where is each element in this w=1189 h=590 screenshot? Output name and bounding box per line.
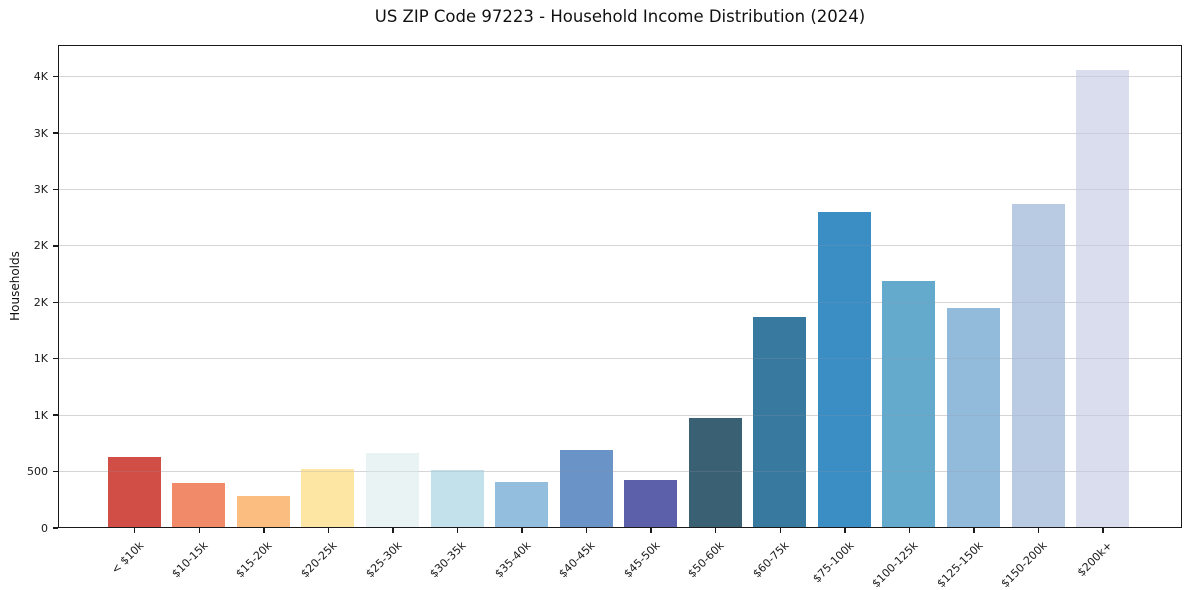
- bar: [882, 281, 936, 527]
- gridline-overlay: [59, 471, 1181, 473]
- x-tick-mark: [908, 528, 911, 533]
- y-tick-mark: [53, 470, 58, 473]
- gridline: [59, 301, 1181, 303]
- bar: [365, 453, 419, 527]
- x-tick-mark: [392, 528, 394, 533]
- bar: [753, 317, 807, 527]
- y-tick-label: 2K: [33, 239, 48, 253]
- gridline-overlay: [59, 358, 1181, 360]
- x-tick-mark: [1037, 528, 1040, 533]
- bar: [495, 481, 549, 527]
- x-tick-mark: [779, 528, 782, 533]
- x-tick-mark: [198, 528, 200, 533]
- y-tick-mark: [53, 132, 58, 134]
- x-tick-label: $15-20k: [233, 539, 276, 581]
- plot-area: [58, 45, 1182, 528]
- x-tick-mark: [456, 528, 459, 533]
- gridline: [59, 188, 1181, 190]
- gridline-overlay: [59, 414, 1181, 416]
- y-tick-mark: [53, 527, 58, 529]
- x-tick-mark: [714, 528, 717, 533]
- gridline-overlay: [59, 245, 1181, 247]
- bar: [172, 483, 226, 527]
- x-tick-mark: [973, 528, 975, 533]
- bar: [559, 450, 613, 527]
- y-tick-label: 1K: [33, 408, 48, 422]
- x-tick-label: $200k+: [1074, 539, 1115, 580]
- x-tick-label: $35-40k: [491, 539, 534, 581]
- y-tick-label: 4K: [33, 70, 48, 84]
- y-tick-mark: [53, 188, 58, 191]
- bar: [430, 469, 484, 527]
- x-tick-label: $40-45k: [556, 539, 598, 581]
- x-tick-label: < $10k: [108, 539, 146, 577]
- x-tick-label: $25-30k: [362, 539, 405, 581]
- gridline: [59, 132, 1181, 134]
- bar: [688, 417, 742, 527]
- y-tick-mark: [53, 357, 58, 360]
- chart-title: US ZIP Code 97223 - Household Income Dis…: [374, 7, 866, 26]
- y-tick-label: 3K: [33, 126, 48, 140]
- x-tick-label: $150-200k: [998, 539, 1050, 590]
- gridline-overlay: [59, 301, 1181, 303]
- x-tick-mark: [263, 528, 265, 533]
- x-tick-mark: [521, 528, 523, 533]
- bar: [946, 308, 1000, 527]
- bar: [301, 468, 355, 527]
- x-tick-mark: [844, 528, 846, 533]
- gridline-overlay: [59, 132, 1181, 134]
- x-tick-label: $60-75k: [750, 539, 792, 581]
- bar: [236, 496, 290, 527]
- x-tick-mark: [650, 528, 652, 533]
- x-tick-label: $50-60k: [685, 539, 727, 581]
- bar: [107, 457, 161, 527]
- bar: [817, 211, 871, 527]
- y-tick-mark: [53, 75, 58, 78]
- x-tick-label: $100-125k: [869, 539, 921, 590]
- x-tick-mark: [585, 528, 588, 533]
- x-tick-label: $10-15k: [169, 539, 211, 581]
- y-tick-label: 1K: [33, 352, 48, 366]
- x-tick-mark: [327, 528, 330, 533]
- gridline: [59, 471, 1181, 473]
- y-tick-label: 0: [41, 521, 48, 535]
- gridline-overlay: [59, 188, 1181, 190]
- x-tick-label: $45-50k: [621, 539, 663, 581]
- gridline-overlay: [59, 76, 1181, 78]
- x-tick-mark: [133, 528, 136, 533]
- bar: [624, 479, 678, 527]
- x-tick-label: $20-25k: [298, 539, 340, 581]
- y-tick-label: 3K: [33, 182, 48, 196]
- bar: [1076, 70, 1130, 527]
- x-tick-label: $125-150k: [934, 539, 986, 590]
- y-tick-label: 2K: [33, 295, 48, 309]
- x-tick-mark: [1102, 528, 1104, 533]
- gridline: [59, 76, 1181, 78]
- gridline: [59, 358, 1181, 360]
- y-tick-label: 500: [27, 465, 48, 479]
- x-tick-label: $75-100k: [809, 539, 857, 586]
- y-tick-mark: [53, 245, 58, 247]
- y-tick-mark: [53, 301, 58, 304]
- bar: [1011, 204, 1065, 527]
- x-tick-label: $30-35k: [427, 539, 469, 581]
- y-tick-mark: [53, 414, 58, 416]
- gridline: [59, 245, 1181, 247]
- gridline: [59, 414, 1181, 416]
